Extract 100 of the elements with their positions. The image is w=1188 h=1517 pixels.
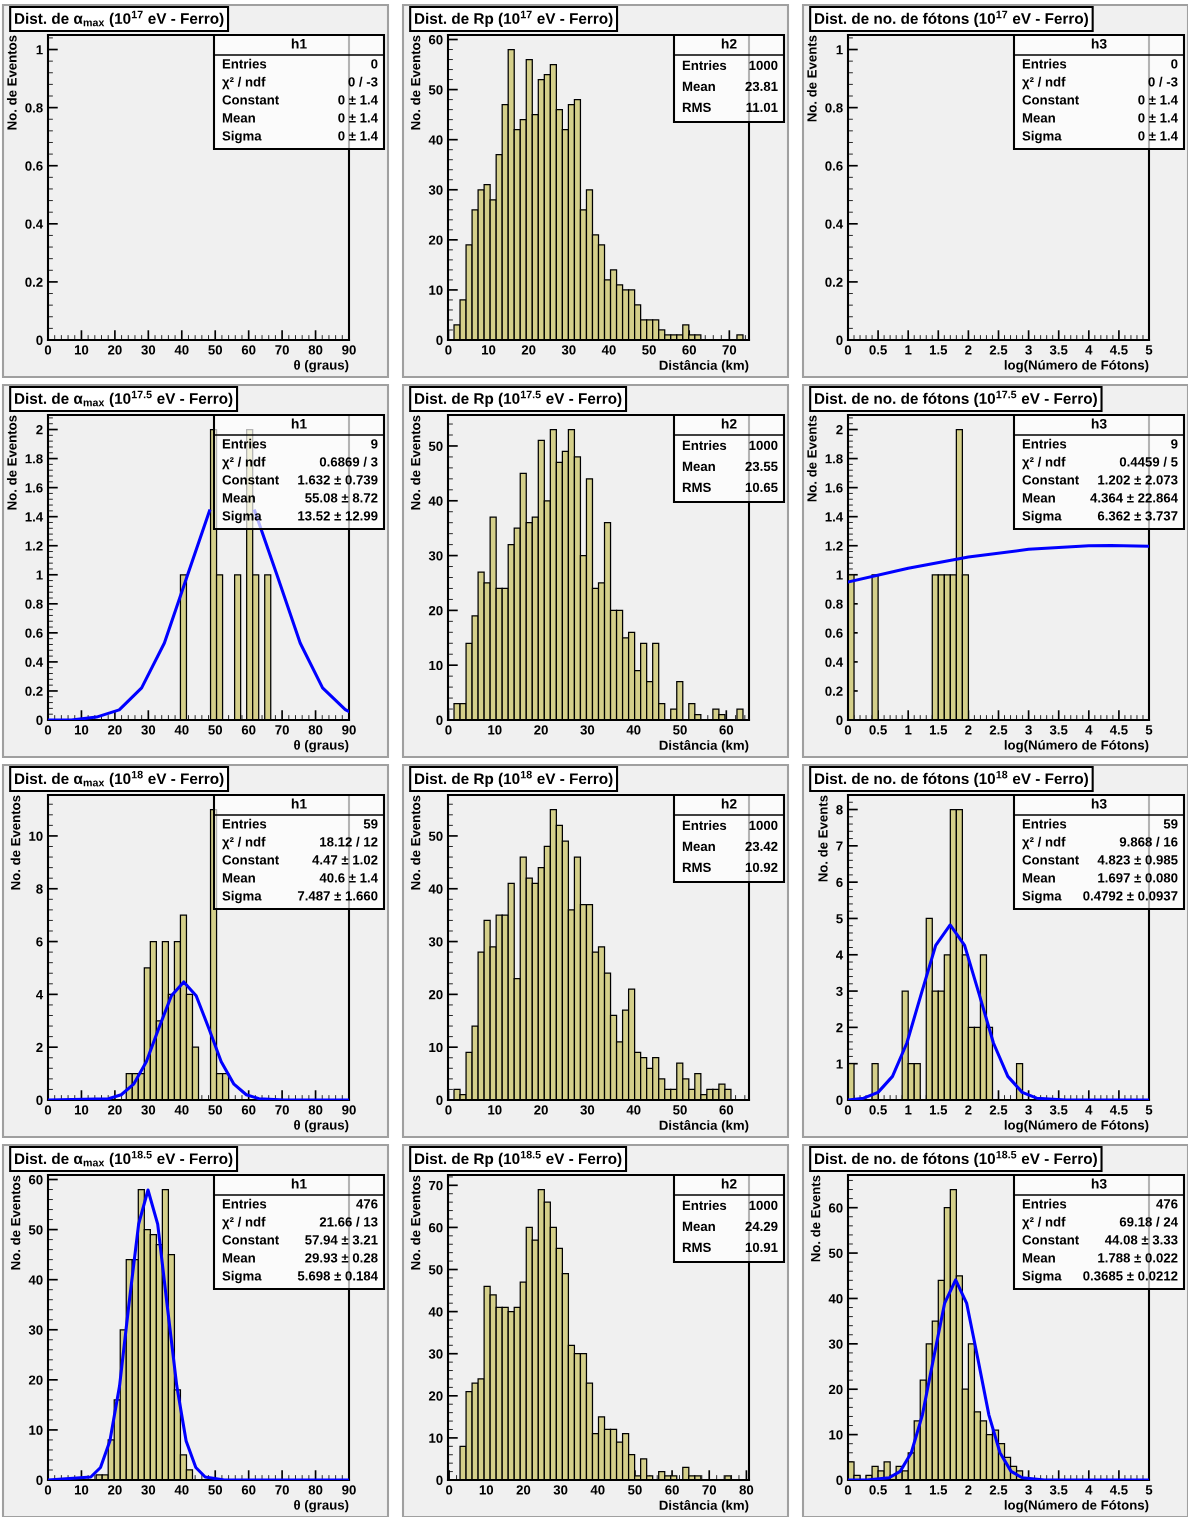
x-tick-label: 90 — [342, 1485, 356, 1495]
annotation: 69.18 / 24 — [1119, 1216, 1178, 1227]
y-axis-title: No. de Eventos — [10, 795, 21, 890]
y-axis-title: No. de Eventos — [410, 1175, 421, 1270]
x-tick-label: 90 — [342, 1105, 356, 1115]
x-tick-label: 50 — [208, 345, 223, 355]
x-tick-label: 2 — [965, 1105, 972, 1115]
text: 476 — [356, 1199, 378, 1209]
annotation: Entries — [1022, 438, 1067, 449]
y-tick-label: 10 — [429, 1042, 443, 1053]
y-tick-label: 2 — [836, 1022, 843, 1033]
y-tick-label: 0.2 — [825, 277, 843, 287]
annotation: 0 / -3 — [1148, 76, 1178, 87]
line-series — [848, 543, 1149, 584]
x-tick-label: 60 — [719, 1105, 734, 1115]
y-tick-label: 0.4 — [825, 657, 844, 667]
x-tick-label: 50 — [673, 725, 687, 735]
y-tick-label: 5 — [836, 914, 843, 924]
annotation: 23.81 — [745, 81, 778, 92]
x-tick-label: 3 — [1025, 1105, 1032, 1115]
x-tick-label: 90 — [342, 345, 356, 355]
annotation: χ² / ndf — [1022, 1216, 1066, 1230]
annotation: 5.698 ± 0.184 — [297, 1271, 378, 1281]
x-tick-label: 20 — [108, 1485, 122, 1495]
x-tick-label: 30 — [141, 1105, 156, 1115]
chart-title: Dist. de no. de fótons (10$^{18}$ eV - Ferro) — [815, 770, 1088, 788]
x-tick-label: 3.5 — [1049, 345, 1068, 355]
y-tick-label: 10 — [29, 831, 43, 841]
y-tick-label: 1 — [36, 570, 43, 580]
annotation: RMS — [682, 862, 711, 873]
x-tick-label: 70 — [702, 1485, 717, 1495]
y-tick-label: 30 — [428, 937, 443, 947]
annotation: Entries — [222, 438, 267, 449]
annotation: χ² / ndf — [1022, 836, 1066, 850]
annotation: h3 — [1091, 38, 1107, 49]
x-tick-label: 1 — [905, 345, 912, 355]
text: 1000 — [749, 440, 778, 451]
annotation: 1.632 ± 0.739 — [298, 475, 378, 485]
annotation: h2 — [721, 1178, 737, 1189]
y-tick-label: 1 — [836, 1059, 843, 1069]
x-tick-label: 10 — [74, 345, 89, 355]
annotation: Entries — [682, 440, 727, 451]
annotation: χ² / ndf — [222, 76, 266, 90]
y-tick-label: 4 — [836, 950, 844, 960]
x-tick-label: 5 — [1145, 345, 1153, 355]
x-tick-label: 40 — [626, 725, 641, 735]
x-tick-label: 4.5 — [1109, 725, 1128, 735]
x-tick-label: 2.5 — [989, 725, 1008, 735]
x-tick-label: 4.5 — [1109, 345, 1128, 355]
y-tick-label: 1 — [836, 570, 843, 580]
y-tick-label: 30 — [28, 1325, 43, 1335]
x-tick-label: 0 — [44, 1485, 52, 1495]
x-tick-label: 70 — [722, 345, 737, 355]
annotation: Entries — [222, 818, 267, 829]
annotation: 1.202 ± 2.073 — [1098, 475, 1178, 485]
x-tick-label: 3 — [1025, 1485, 1032, 1495]
y-tick-label: 0.6 — [825, 161, 843, 171]
x-tick-label: 50 — [208, 725, 223, 735]
annotation: 23.55 — [745, 461, 778, 472]
y-tick-label: 20 — [428, 605, 443, 616]
annotation: 11.01 — [746, 102, 778, 113]
y-axis-title: No. de Eventos — [6, 35, 17, 130]
chart-title: Dist. de no. de fótons (10$^{17.5}$ eV - Ferro) — [815, 390, 1097, 407]
text: 9 — [371, 439, 378, 449]
annotation: Sigma — [1022, 510, 1062, 524]
x-tick-label: 0 — [445, 1105, 452, 1115]
text: 59 — [363, 819, 378, 829]
text: 1000 — [749, 820, 778, 831]
y-tick-label: 8 — [36, 884, 43, 894]
y-tick-label: 0 — [436, 1095, 443, 1105]
y-axis-title: No. de Events — [817, 795, 828, 882]
annotation: Sigma — [222, 130, 262, 144]
y-tick-label: 50 — [428, 831, 443, 841]
y-tick-label: 1.6 — [25, 483, 43, 493]
y-tick-label: 3 — [836, 986, 843, 996]
y-tick-label: 0.6 — [25, 161, 43, 171]
y-tick-label: 40 — [428, 1307, 443, 1317]
x-tick-label: 80 — [308, 725, 323, 735]
x-tick-label: 1.5 — [929, 725, 948, 735]
annotation: Mean — [1022, 873, 1055, 883]
x-tick-label: 5 — [1145, 1105, 1153, 1115]
x-tick-label: 30 — [141, 345, 156, 355]
x-tick-label: 60 — [241, 1485, 256, 1495]
annotation: Sigma — [1022, 890, 1062, 904]
annotation: Mean — [222, 493, 255, 503]
y-tick-label: 10 — [429, 660, 443, 671]
chart-title: Dist. de no. de fótons (10$^{17}$ eV - Ferro) — [815, 10, 1088, 27]
annotation: 13.52 ± 12.99 — [298, 511, 378, 521]
y-tick-label: 1.8 — [825, 454, 843, 464]
x-tick-label: 80 — [308, 345, 323, 355]
annotation: h1 — [291, 798, 307, 809]
annotation: 0 ± 1.4 — [1138, 95, 1178, 105]
x-tick-label: 30 — [561, 345, 576, 355]
y-tick-label: 0 — [436, 1475, 443, 1485]
annotation: 6.362 ± 3.737 — [1097, 511, 1178, 521]
x-tick-label: 0 — [844, 1105, 852, 1115]
x-tick-label: 10 — [488, 725, 502, 735]
x-tick-label: 1.5 — [929, 345, 948, 355]
annotation: 4.364 ± 22.864 — [1090, 493, 1178, 503]
x-tick-label: 10 — [479, 1485, 494, 1495]
